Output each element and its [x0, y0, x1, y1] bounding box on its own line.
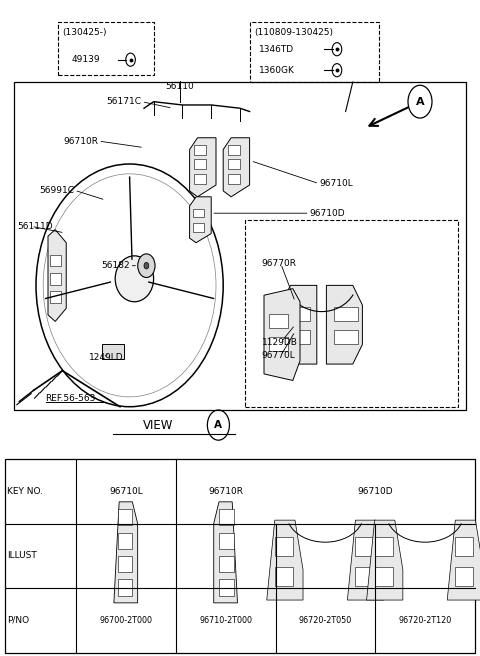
Polygon shape: [367, 520, 403, 600]
Bar: [286, 330, 310, 344]
Bar: [194, 145, 206, 155]
Text: 96710R: 96710R: [63, 136, 98, 146]
Bar: [219, 579, 233, 596]
Bar: [275, 567, 293, 586]
Text: 96710D: 96710D: [358, 487, 393, 496]
Polygon shape: [190, 197, 211, 243]
Bar: [118, 579, 132, 596]
Bar: [228, 159, 240, 169]
Text: A: A: [416, 96, 424, 107]
Text: 56110: 56110: [166, 82, 194, 91]
Bar: [374, 537, 393, 556]
Bar: [228, 145, 240, 155]
Polygon shape: [223, 138, 250, 197]
Bar: [118, 533, 132, 548]
Text: 1360GK: 1360GK: [259, 66, 295, 75]
Bar: [50, 291, 61, 303]
Polygon shape: [190, 138, 216, 197]
Bar: [118, 556, 132, 572]
Polygon shape: [348, 520, 384, 600]
Circle shape: [138, 254, 155, 277]
Bar: [50, 273, 61, 285]
Text: 96770L: 96770L: [262, 351, 295, 360]
Ellipse shape: [115, 256, 154, 302]
Polygon shape: [281, 285, 317, 364]
Bar: [275, 537, 293, 556]
Text: A: A: [215, 420, 222, 430]
Polygon shape: [267, 520, 303, 600]
Bar: [455, 567, 473, 586]
Text: 1346TD: 1346TD: [259, 45, 294, 54]
Bar: [193, 223, 204, 232]
Bar: [334, 330, 358, 344]
Bar: [269, 314, 288, 328]
Polygon shape: [214, 502, 238, 603]
Text: 96710-2T000: 96710-2T000: [199, 616, 252, 625]
Text: 96710L: 96710L: [109, 487, 143, 496]
Text: (130425-): (130425-): [62, 28, 107, 37]
Bar: [374, 567, 393, 586]
Text: 56182: 56182: [101, 261, 130, 270]
Text: 49139: 49139: [72, 55, 101, 64]
Bar: [355, 567, 373, 586]
Text: KEY NO.: KEY NO.: [7, 487, 43, 496]
Bar: [334, 307, 358, 321]
Text: 56991C: 56991C: [39, 186, 74, 195]
Text: ILLUST: ILLUST: [7, 552, 37, 560]
Bar: [219, 509, 233, 525]
Bar: [219, 533, 233, 548]
Text: 96710L: 96710L: [319, 179, 353, 188]
Bar: [194, 174, 206, 184]
Bar: [455, 537, 473, 556]
Text: 96710D: 96710D: [310, 209, 345, 218]
Bar: [355, 537, 373, 556]
Text: 1129DB: 1129DB: [262, 338, 298, 347]
Text: (110809-130425): (110809-130425): [254, 28, 334, 37]
Text: P/NO: P/NO: [7, 616, 29, 625]
Text: 56111D: 56111D: [17, 222, 52, 231]
Bar: [5, 459, 475, 653]
FancyBboxPatch shape: [102, 344, 124, 359]
Polygon shape: [114, 502, 138, 603]
Text: REF.56-563: REF.56-563: [46, 394, 96, 403]
Polygon shape: [48, 230, 66, 321]
Text: 96700-2T000: 96700-2T000: [99, 616, 152, 625]
Polygon shape: [326, 285, 362, 364]
Text: 1249LD: 1249LD: [89, 353, 123, 362]
Ellipse shape: [144, 262, 149, 269]
Bar: [193, 209, 204, 217]
Bar: [228, 174, 240, 184]
Bar: [14, 82, 466, 410]
Text: 96770R: 96770R: [262, 259, 297, 268]
Bar: [118, 509, 132, 525]
Bar: [269, 337, 288, 351]
Bar: [194, 159, 206, 169]
Text: VIEW: VIEW: [143, 419, 174, 432]
Text: 96720-2T050: 96720-2T050: [299, 616, 352, 625]
Polygon shape: [264, 289, 300, 380]
Polygon shape: [447, 520, 480, 600]
Bar: [286, 307, 310, 321]
Bar: [219, 556, 233, 572]
Text: 96720-2T120: 96720-2T120: [398, 616, 452, 625]
Bar: [50, 255, 61, 266]
Text: 56171C: 56171C: [107, 97, 142, 106]
Text: 96710R: 96710R: [208, 487, 243, 496]
